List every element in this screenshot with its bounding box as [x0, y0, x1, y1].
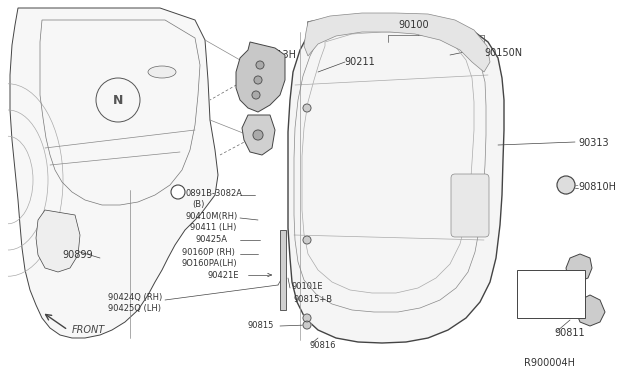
Bar — [517, 270, 585, 318]
Text: 90815: 90815 — [248, 321, 275, 330]
Text: 90425A: 90425A — [196, 235, 228, 244]
Text: 90150N: 90150N — [484, 48, 522, 58]
Circle shape — [252, 91, 260, 99]
Text: 90810H: 90810H — [578, 182, 616, 192]
Polygon shape — [576, 295, 605, 326]
Circle shape — [254, 76, 262, 84]
Polygon shape — [242, 115, 275, 155]
Circle shape — [171, 185, 185, 199]
Text: 90421E: 90421E — [208, 271, 239, 280]
Polygon shape — [236, 42, 285, 112]
Ellipse shape — [148, 66, 176, 78]
Text: 90811: 90811 — [554, 328, 584, 338]
Text: 90899: 90899 — [62, 250, 93, 260]
Polygon shape — [36, 210, 80, 272]
Text: 90100: 90100 — [398, 20, 429, 30]
Text: N: N — [175, 189, 181, 195]
Text: 90425Q (LH): 90425Q (LH) — [108, 304, 161, 313]
Text: SEE SEC. 990: SEE SEC. 990 — [525, 280, 577, 289]
Text: 90313H: 90313H — [258, 50, 296, 60]
Polygon shape — [304, 13, 490, 72]
Polygon shape — [10, 8, 218, 338]
Polygon shape — [566, 254, 592, 282]
Text: 0891B-3082A: 0891B-3082A — [186, 189, 243, 198]
Text: 90815+B: 90815+B — [293, 295, 332, 304]
Text: 90313: 90313 — [578, 138, 609, 148]
Circle shape — [256, 61, 264, 69]
Text: 90411 (LH): 90411 (LH) — [190, 223, 236, 232]
Circle shape — [303, 314, 311, 322]
Text: 9O160PA(LH): 9O160PA(LH) — [182, 259, 237, 268]
Text: 90816: 90816 — [310, 341, 337, 350]
Circle shape — [253, 130, 263, 140]
Text: 90160P (RH): 90160P (RH) — [182, 248, 235, 257]
Circle shape — [303, 321, 311, 329]
Text: 90410M(RH): 90410M(RH) — [186, 212, 238, 221]
Bar — [280, 230, 286, 310]
Text: N: N — [113, 93, 123, 106]
Circle shape — [557, 176, 575, 194]
Circle shape — [303, 236, 311, 244]
Text: 90424Q (RH): 90424Q (RH) — [108, 293, 163, 302]
Text: (29442): (29442) — [536, 291, 566, 300]
Text: 90211: 90211 — [344, 57, 375, 67]
Text: 90101E: 90101E — [291, 282, 323, 291]
Circle shape — [303, 104, 311, 112]
Text: (B): (B) — [192, 200, 204, 209]
Polygon shape — [288, 16, 504, 343]
Text: R900004H: R900004H — [524, 358, 575, 368]
Text: FRONT: FRONT — [72, 325, 105, 335]
FancyBboxPatch shape — [451, 174, 489, 237]
